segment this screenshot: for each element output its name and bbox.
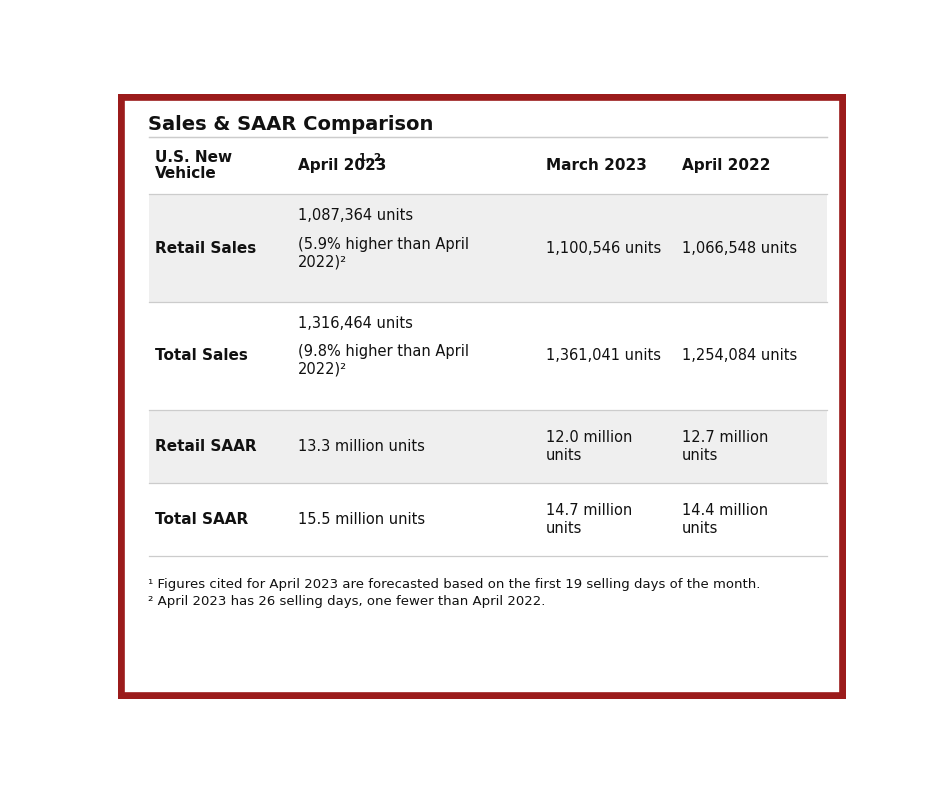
Text: 1,316,464 units: 1,316,464 units xyxy=(298,316,413,331)
Text: (5.9% higher than April
2022)²: (5.9% higher than April 2022)² xyxy=(298,236,469,269)
Text: ¹ Figures cited for April 2023 are forecasted based on the first 19 selling days: ¹ Figures cited for April 2023 are forec… xyxy=(149,578,760,591)
Text: 12.0 million
units: 12.0 million units xyxy=(546,430,633,462)
Text: Vehicle: Vehicle xyxy=(155,166,216,181)
Text: April 2023: April 2023 xyxy=(298,158,386,173)
Text: 13.3 million units: 13.3 million units xyxy=(298,439,425,454)
Text: Total Sales: Total Sales xyxy=(155,349,247,363)
Text: 12.7 million
units: 12.7 million units xyxy=(682,430,768,462)
Text: 1,100,546 units: 1,100,546 units xyxy=(546,241,662,256)
FancyBboxPatch shape xyxy=(120,97,843,696)
Text: Sales & SAAR Comparison: Sales & SAAR Comparison xyxy=(149,115,434,134)
Text: Retail Sales: Retail Sales xyxy=(155,241,256,256)
Text: 1,087,364 units: 1,087,364 units xyxy=(298,208,414,223)
Text: Total SAAR: Total SAAR xyxy=(155,512,248,527)
Text: March 2023: March 2023 xyxy=(546,158,647,173)
Bar xyxy=(149,410,826,483)
Text: ² April 2023 has 26 selling days, one fewer than April 2022.: ² April 2023 has 26 selling days, one fe… xyxy=(149,595,546,608)
Text: 14.7 million
units: 14.7 million units xyxy=(546,503,633,536)
Bar xyxy=(149,195,826,302)
Text: 1, 2: 1, 2 xyxy=(358,154,381,163)
Text: 1,066,548 units: 1,066,548 units xyxy=(682,241,797,256)
Text: 1,361,041 units: 1,361,041 units xyxy=(546,349,661,363)
Text: April 2022: April 2022 xyxy=(682,158,770,173)
Bar xyxy=(149,137,826,195)
Text: (9.8% higher than April
2022)²: (9.8% higher than April 2022)² xyxy=(298,345,469,377)
Text: 1,254,084 units: 1,254,084 units xyxy=(682,349,797,363)
Text: 14.4 million
units: 14.4 million units xyxy=(682,503,768,536)
Text: Retail SAAR: Retail SAAR xyxy=(155,439,257,454)
Bar xyxy=(149,483,826,557)
Text: U.S. New: U.S. New xyxy=(155,150,232,165)
Text: 15.5 million units: 15.5 million units xyxy=(298,512,425,527)
Bar xyxy=(149,302,826,410)
